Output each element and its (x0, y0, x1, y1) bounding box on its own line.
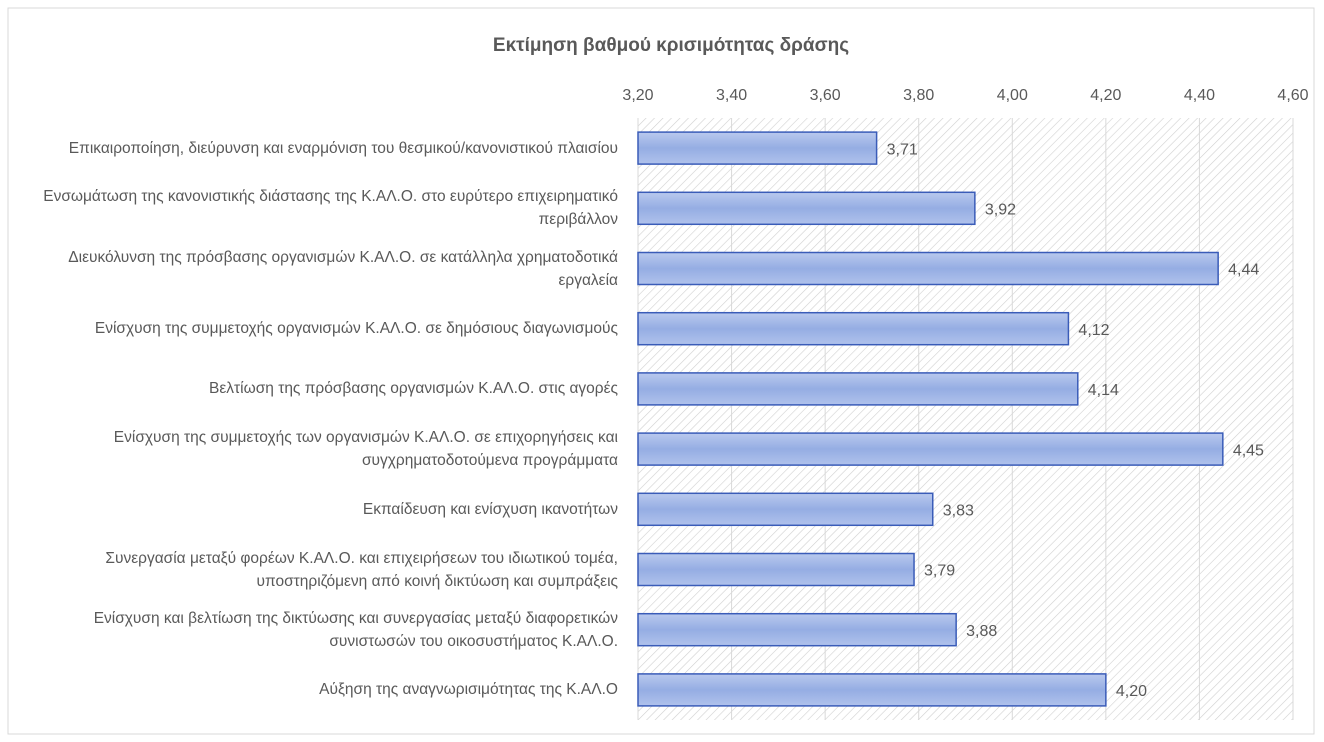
data-label: 3,83 (943, 503, 974, 520)
category-label: Διευκόλυνση της πρόσβασης οργανισμών Κ.Α… (68, 248, 618, 289)
bar (637, 552, 915, 587)
data-label: 4,20 (1116, 683, 1147, 700)
x-tick-label: 3,60 (810, 87, 841, 104)
category-label: Συνεργασία μεταξύ φορέων Κ.ΑΛ.Ο. και επι… (105, 549, 618, 590)
bar (637, 372, 1079, 406)
category-label: Βελτίωση της πρόσβασης οργανισμών Κ.ΑΛ.Ο… (209, 380, 618, 398)
bar (637, 191, 976, 226)
bar (637, 251, 1219, 286)
data-label: 4,44 (1228, 262, 1259, 279)
category-label: Ενίσχυση της συμμετοχής των οργανισμών Κ… (113, 429, 618, 470)
bar (637, 432, 1224, 466)
category-label: Ενσωμάτωση της κανονιστικής διάστασης τη… (43, 188, 618, 229)
x-tick-label: 4,20 (1090, 87, 1121, 104)
category-label: Ενίσχυση και βελτίωση της δικτύωσης και … (93, 609, 618, 650)
x-tick-label: 4,40 (1184, 87, 1215, 104)
bar (637, 612, 957, 647)
data-label: 4,45 (1233, 442, 1264, 459)
category-label: Ενίσχυση της συμμετοχής οργανισμών Κ.ΑΛ.… (94, 320, 618, 338)
data-label: 3,92 (985, 202, 1016, 219)
data-label: 3,79 (924, 563, 955, 580)
bar (637, 673, 1107, 707)
bar (637, 492, 934, 527)
x-tick-label: 4,60 (1277, 87, 1308, 104)
x-tick-label: 3,20 (622, 87, 653, 104)
x-tick-label: 3,40 (716, 87, 747, 104)
data-label: 3,88 (966, 623, 997, 640)
x-tick-label: 3,80 (903, 87, 934, 104)
category-label: Αύξηση της αναγνωρισιμότητας της Κ.ΑΛ.Ο (319, 681, 618, 699)
x-tick-label: 4,00 (997, 87, 1028, 104)
bar (637, 131, 878, 165)
data-label: 3,71 (887, 141, 918, 158)
data-label: 4,14 (1088, 382, 1119, 399)
bar (637, 311, 1070, 346)
chart-title: Εκτίμηση βαθμού κρισιμότητας δράσης (493, 35, 849, 56)
category-label: Επικαιροποίηση, διεύρυνση και εναρμόνιση… (68, 139, 618, 157)
data-label: 4,12 (1078, 322, 1109, 339)
category-label: Εκπαίδευση και ενίσχυση ικανοτήτων (362, 500, 618, 518)
